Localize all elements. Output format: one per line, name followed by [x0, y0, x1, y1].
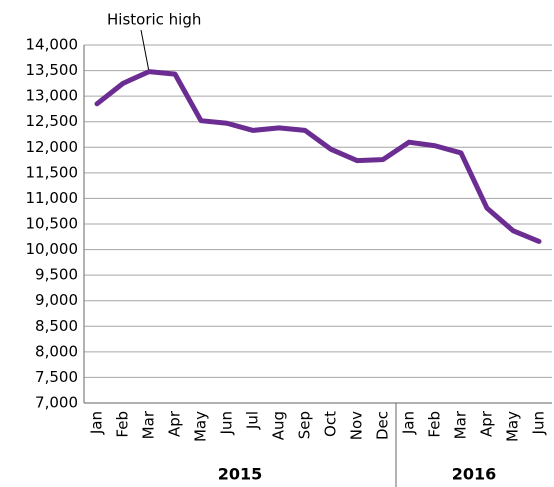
x-tick-label: Jun	[218, 411, 236, 435]
x-tick-label: May	[504, 411, 522, 442]
y-tick-label: 10,500	[26, 215, 79, 233]
x-tick-label: Sep	[296, 411, 314, 439]
annotation: Historic high	[107, 11, 201, 29]
x-tick-label: Dec	[374, 411, 392, 440]
x-tick-label: Nov	[348, 411, 366, 440]
x-tick-label: Oct	[322, 411, 340, 437]
x-tick-label: Feb	[114, 411, 132, 438]
y-tick-label: 9,500	[35, 266, 78, 284]
y-tick-label: 8,500	[35, 317, 78, 335]
year-label: 2016	[452, 465, 497, 484]
x-tick-label: Apr	[478, 410, 496, 437]
annotation-leader	[140, 29, 150, 72]
y-tick-label: 8,000	[35, 342, 78, 360]
x-tick-label: Jan	[88, 411, 106, 435]
x-tick-label: Mar	[140, 410, 158, 439]
y-tick-label: 11,500	[26, 163, 79, 181]
y-tick-label: 12,000	[26, 138, 79, 156]
y-tick-label: 14,000	[26, 36, 79, 54]
x-tick-label: Jan	[400, 411, 418, 435]
x-tick-label: Jul	[244, 411, 262, 430]
y-tick-label: 11,000	[26, 189, 79, 207]
x-tick-label: Jun	[530, 411, 548, 435]
x-tick-label: Aug	[270, 411, 288, 440]
x-tick-label: Apr	[166, 410, 184, 437]
data-line	[94, 69, 542, 244]
x-tick-label: May	[192, 411, 210, 442]
year-label: 2015	[218, 465, 263, 484]
x-tick-label: Mar	[452, 410, 470, 439]
y-tick-label: 12,500	[26, 112, 79, 130]
y-tick-label: 10,000	[26, 240, 79, 258]
y-tick-label: 13,500	[26, 61, 79, 79]
y-tick-label: 7,000	[35, 394, 78, 412]
y-tick-label: 9,000	[35, 291, 78, 309]
y-tick-label: 13,000	[26, 87, 79, 105]
x-tick-label: Feb	[426, 411, 444, 438]
y-tick-label: 7,500	[35, 368, 78, 386]
